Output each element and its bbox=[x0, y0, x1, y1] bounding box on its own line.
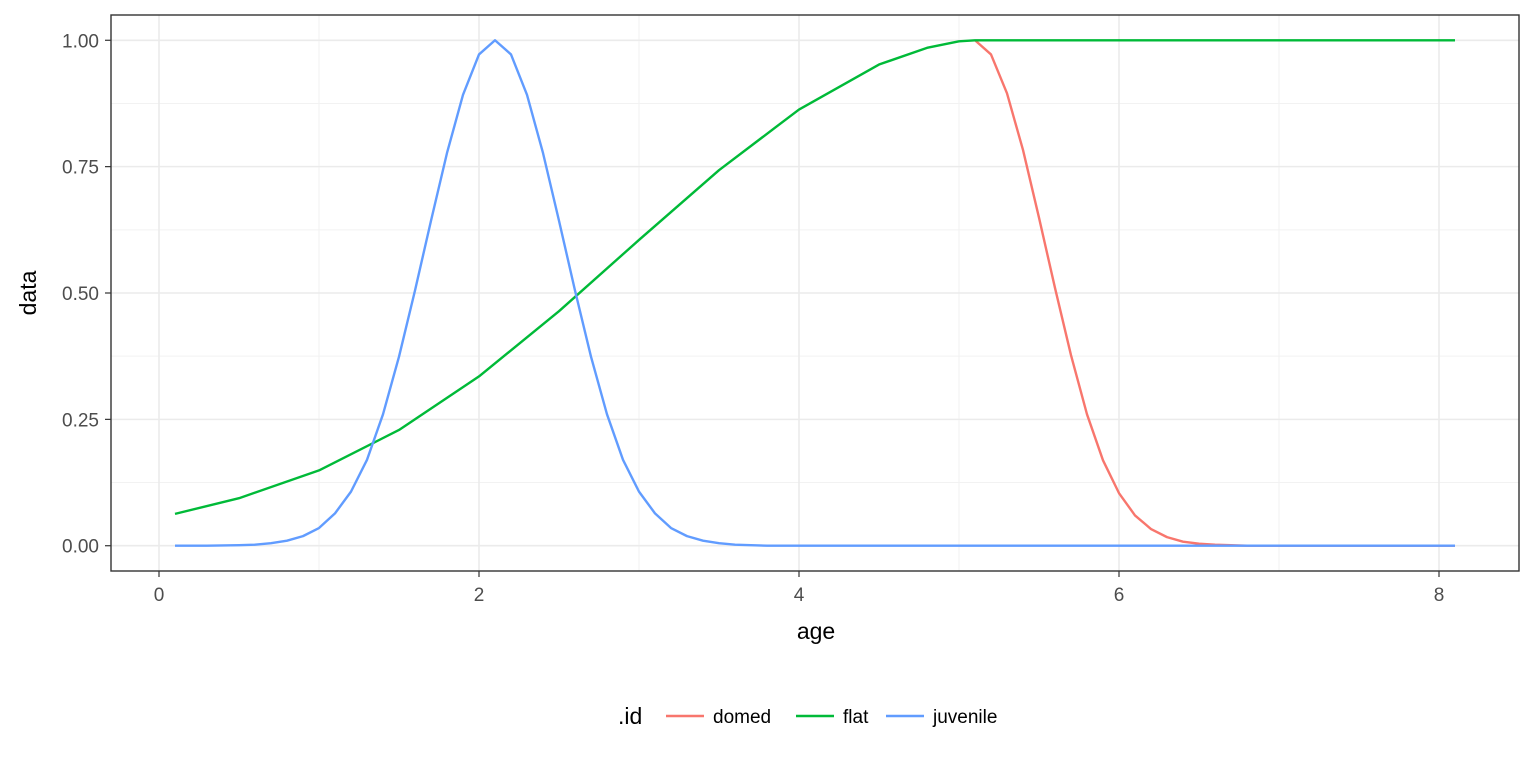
legend-label-juvenile: juvenile bbox=[932, 707, 997, 728]
axes: 0 2 4 6 8 0.00 0.25 0.50 0.75 1.00 bbox=[62, 31, 1444, 606]
y-tick-label: 0.00 bbox=[62, 537, 99, 558]
x-tick-label: 6 bbox=[1114, 585, 1125, 606]
series-lines bbox=[174, 39, 1455, 547]
y-tick-label: 0.25 bbox=[62, 410, 99, 431]
legend: .id domed flat juvenile bbox=[618, 703, 997, 729]
x-tick-label: 8 bbox=[1434, 585, 1445, 606]
legend-label-domed: domed bbox=[713, 707, 771, 728]
x-tick-label: 4 bbox=[794, 585, 805, 606]
x-axis-title: age bbox=[797, 618, 835, 644]
y-tick-label: 1.00 bbox=[62, 31, 99, 52]
series-line-flat bbox=[174, 39, 1455, 516]
series-line-juvenile bbox=[175, 39, 1455, 547]
x-tick-label: 0 bbox=[154, 585, 165, 606]
legend-title: .id bbox=[618, 703, 642, 729]
y-axis-title: data bbox=[15, 270, 41, 315]
y-tick-label: 0.75 bbox=[62, 158, 99, 179]
x-tick-label: 2 bbox=[474, 585, 485, 606]
y-tick-label: 0.50 bbox=[62, 284, 99, 305]
legend-label-flat: flat bbox=[843, 707, 869, 728]
